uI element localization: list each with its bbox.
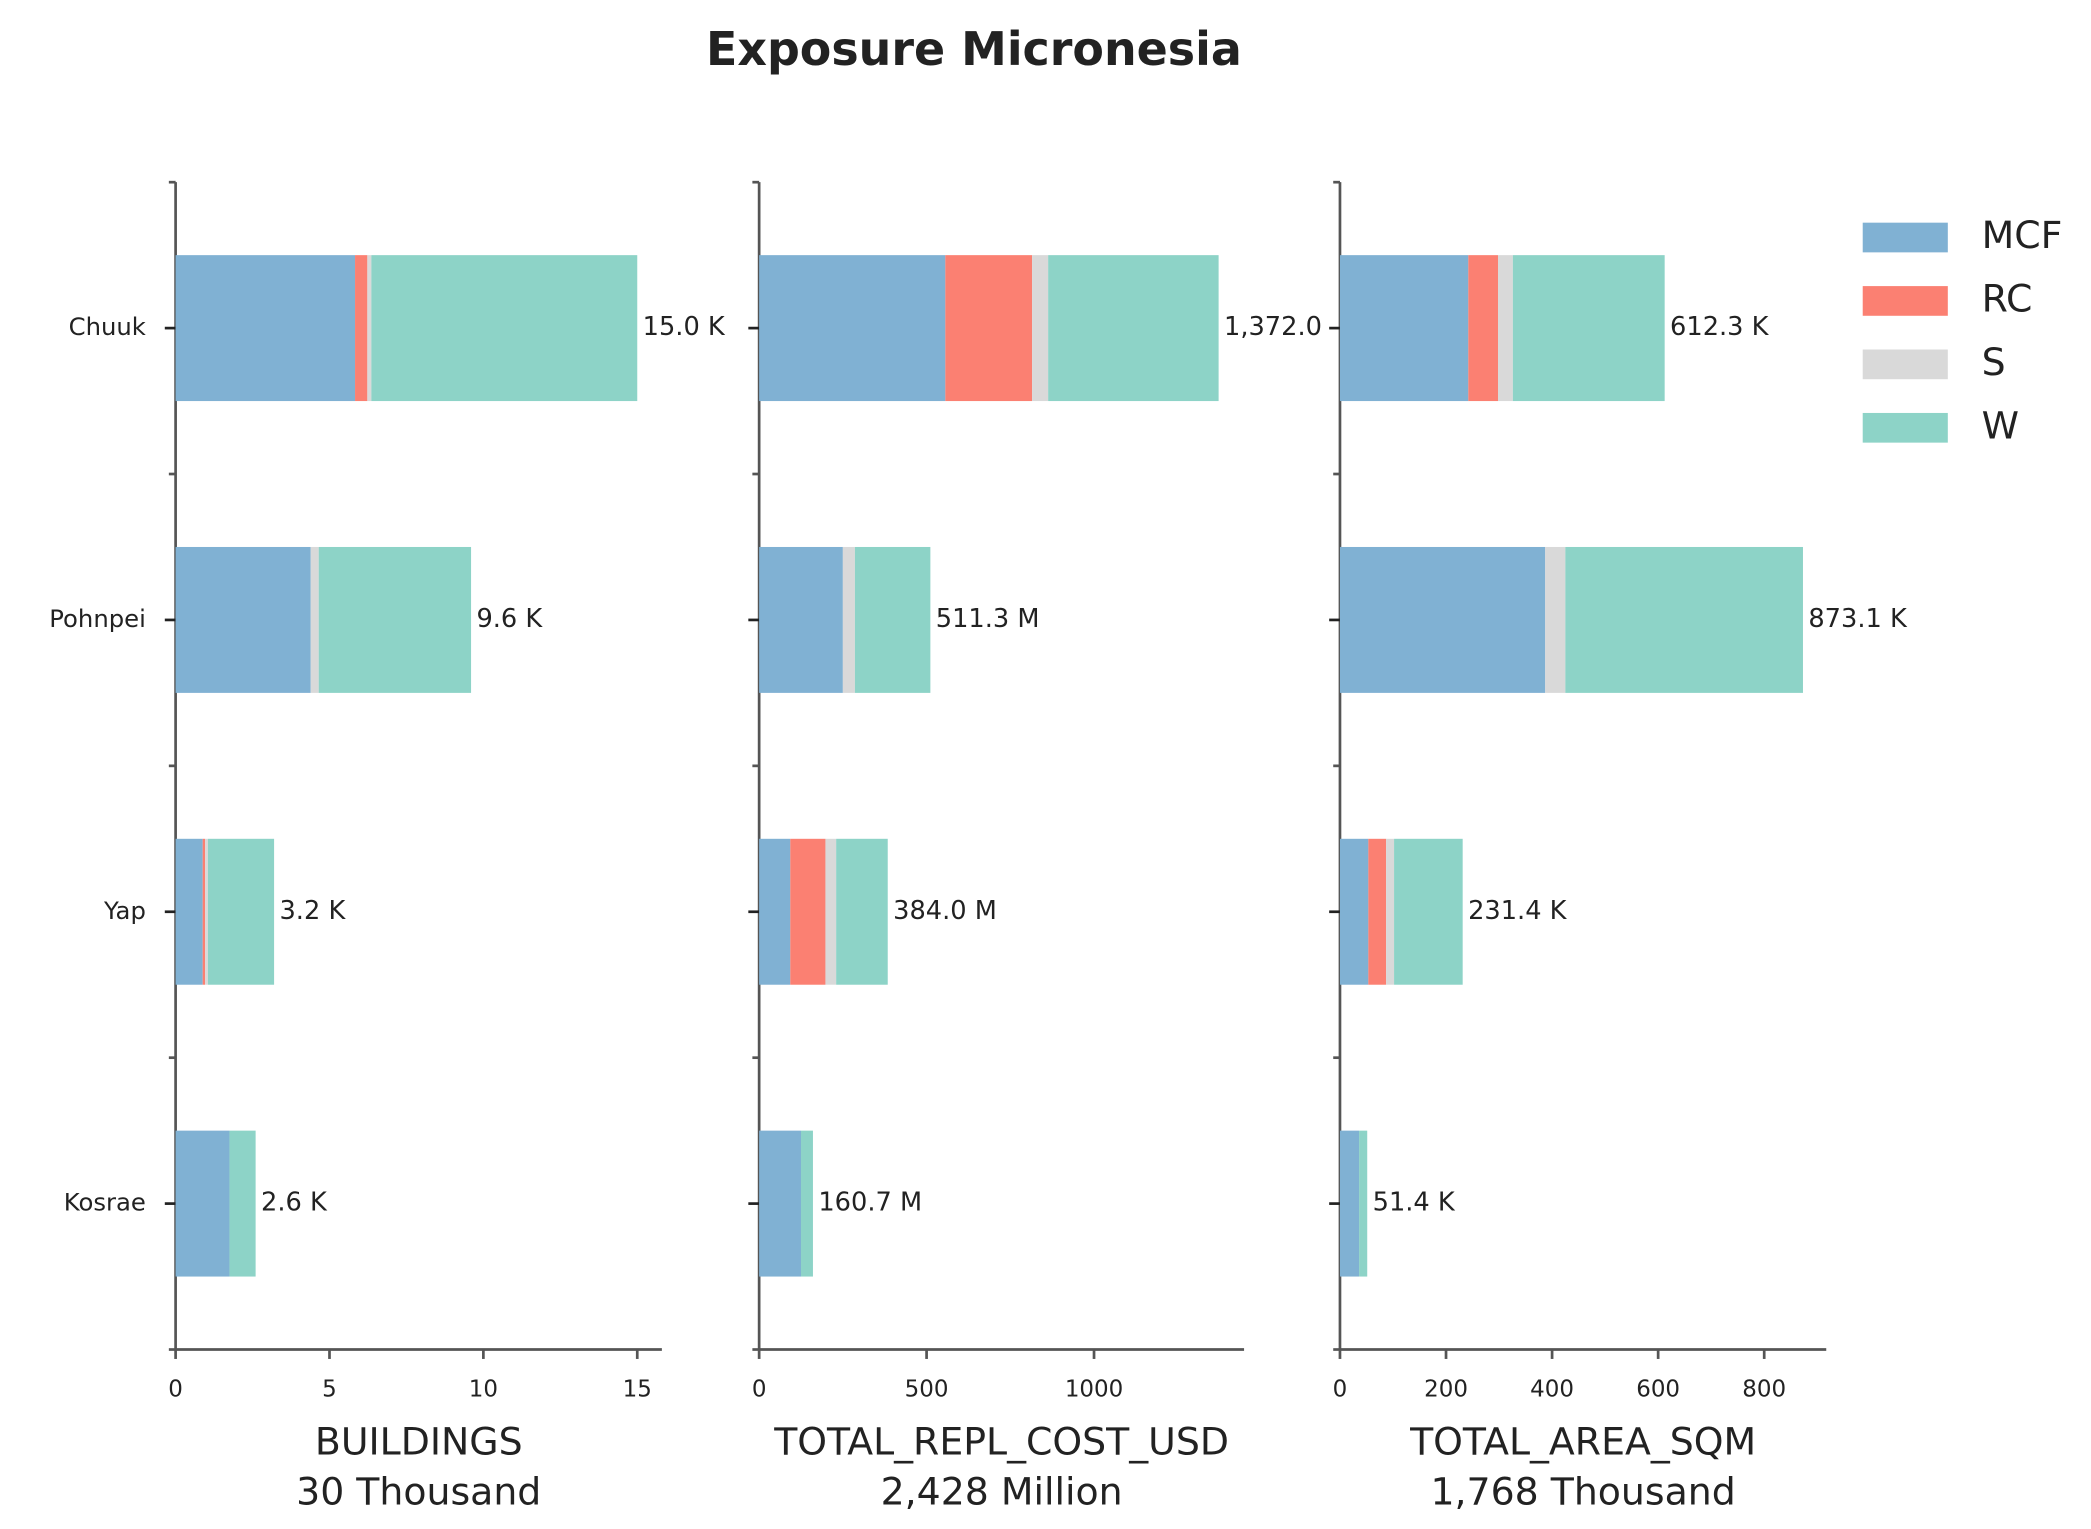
bar-segment	[367, 255, 372, 402]
bar-segment	[1048, 255, 1219, 402]
y-tick-label: Chuuk	[69, 312, 146, 341]
bar-segment	[1359, 1130, 1368, 1277]
bar-segment	[1032, 255, 1049, 402]
x-tick-label: 5	[322, 1377, 337, 1403]
bar-segment	[1386, 838, 1395, 985]
chart-title: Exposure Micronesia	[706, 22, 1242, 76]
y-tick-label: Yap	[103, 896, 146, 925]
bar-segment	[175, 255, 356, 402]
legend-swatch	[1862, 349, 1948, 380]
x-tick-label: 0	[168, 1377, 183, 1403]
bar-segment	[1339, 1130, 1360, 1277]
bar-segment	[371, 255, 638, 402]
x-tick-label: 500	[905, 1377, 949, 1403]
legend-swatch	[1862, 222, 1948, 253]
legend-label: W	[1982, 403, 2019, 447]
bar-segment	[759, 838, 791, 985]
bar-segment	[759, 255, 946, 402]
bar-segment	[825, 838, 837, 985]
x-tick-label: 0	[1333, 1377, 1348, 1403]
bar-segment	[310, 546, 319, 693]
x-tick-label: 1000	[1065, 1377, 1123, 1403]
bar-segment	[175, 838, 203, 985]
x-axis-label-note: 2,428 Million	[881, 1469, 1123, 1513]
value-label: 511.3 M	[936, 604, 1040, 634]
value-label: 231.4 K	[1468, 896, 1568, 926]
bar-segment	[1339, 255, 1469, 402]
y-tick-label: Kosrae	[64, 1188, 146, 1217]
legend-swatch	[1862, 412, 1948, 443]
bar-segment	[207, 838, 275, 985]
bar-segment	[1339, 546, 1546, 693]
legend-label: RC	[1982, 276, 2033, 320]
x-tick-label: 15	[623, 1377, 652, 1403]
x-tick-label: 0	[752, 1377, 767, 1403]
x-tick-label: 400	[1530, 1377, 1574, 1403]
x-axis-label: TOTAL_REPL_COST_USD	[773, 1419, 1229, 1463]
bar-segment	[1339, 838, 1369, 985]
bar-segment	[229, 1130, 256, 1277]
bar-segment	[1368, 838, 1387, 985]
value-label: 1,372.0	[1224, 312, 1322, 342]
bar-segment	[202, 838, 206, 985]
bar-segment	[1565, 546, 1803, 693]
legend-label: S	[1982, 340, 2006, 384]
bar-segment	[800, 1130, 813, 1277]
value-label: 384.0 M	[893, 896, 997, 926]
bar-segment	[1545, 546, 1566, 693]
bar-segment	[759, 546, 843, 693]
value-label: 2.6 K	[261, 1188, 328, 1218]
bar-segment	[175, 1130, 230, 1277]
bar-segment	[836, 838, 888, 985]
x-axis-label: TOTAL_AREA_SQM	[1409, 1419, 1756, 1463]
legend-label: MCF	[1982, 213, 2063, 257]
value-label: 15.0 K	[643, 312, 726, 342]
bar-segment	[355, 255, 368, 402]
x-tick-label: 10	[469, 1377, 498, 1403]
bar-segment	[842, 546, 855, 693]
x-tick-label: 600	[1636, 1377, 1680, 1403]
value-label: 612.3 K	[1670, 312, 1770, 342]
value-label: 3.2 K	[279, 896, 346, 926]
bar-segment	[854, 546, 931, 693]
bar-segment	[205, 838, 208, 985]
legend-swatch	[1862, 286, 1948, 316]
value-label: 51.4 K	[1373, 1188, 1456, 1218]
bar-segment	[945, 255, 1033, 402]
bar-segment	[759, 1130, 801, 1277]
x-tick-label: 800	[1742, 1377, 1786, 1403]
bar-segment	[1394, 838, 1463, 985]
bar-segment	[318, 546, 472, 693]
value-label: 160.7 M	[818, 1188, 922, 1218]
value-label: 9.6 K	[476, 604, 543, 634]
bar-segment	[1512, 255, 1665, 402]
bar-segment	[1468, 255, 1498, 402]
x-axis-label-note: 1,768 Thousand	[1430, 1469, 1735, 1513]
x-tick-label: 200	[1424, 1377, 1468, 1403]
bar-segment	[790, 838, 826, 985]
x-axis-label: BUILDINGS	[315, 1419, 523, 1463]
x-axis-label-note: 30 Thousand	[296, 1469, 541, 1513]
bar-segment	[175, 546, 311, 693]
bar-segment	[1497, 255, 1513, 402]
y-tick-label: Pohnpei	[49, 604, 146, 633]
value-label: 873.1 K	[1808, 604, 1908, 634]
